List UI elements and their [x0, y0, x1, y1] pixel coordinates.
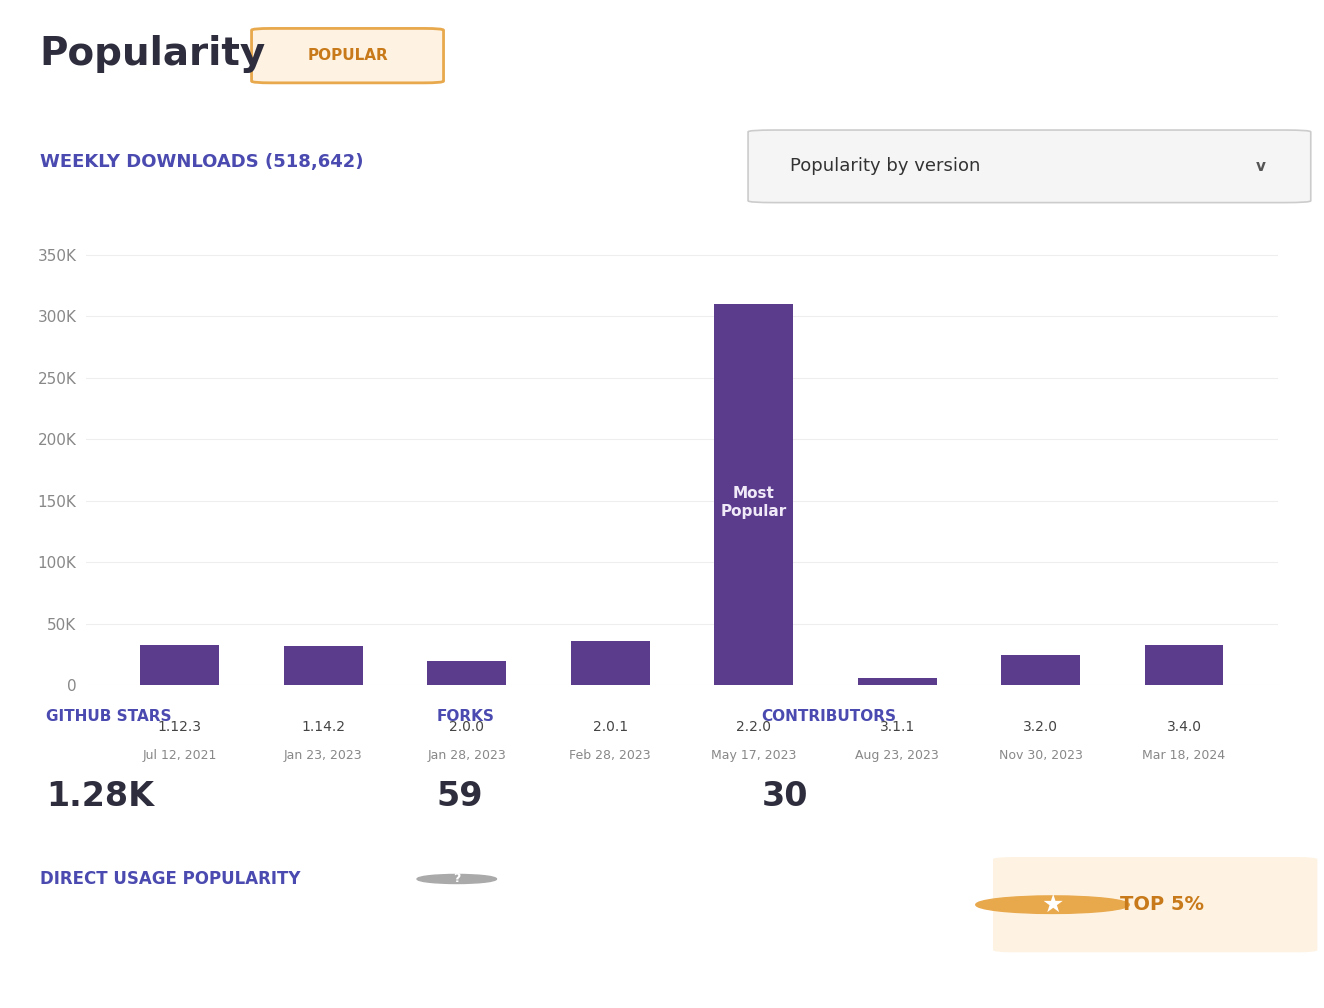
Text: Jan 23, 2023: Jan 23, 2023 [283, 749, 363, 762]
Bar [714, 304, 793, 685]
Text: Most
Popular: Most Popular [720, 486, 786, 518]
Text: Feb 28, 2023: Feb 28, 2023 [569, 749, 651, 762]
Bar [283, 646, 363, 685]
Text: Jan 28, 2023: Jan 28, 2023 [428, 749, 506, 762]
Text: WEEKLY DOWNLOADS (518,642): WEEKLY DOWNLOADS (518,642) [40, 153, 363, 170]
Bar [428, 661, 506, 685]
Text: 2.0.0: 2.0.0 [449, 720, 485, 734]
Text: Aug 23, 2023: Aug 23, 2023 [855, 749, 939, 762]
Text: 3.1.1: 3.1.1 [879, 720, 915, 734]
Text: 3.4.0: 3.4.0 [1166, 720, 1202, 734]
Text: Jul 12, 2021: Jul 12, 2021 [143, 749, 217, 762]
FancyBboxPatch shape [993, 857, 1317, 953]
Text: 59: 59 [437, 780, 483, 812]
Circle shape [417, 874, 496, 883]
Text: Nov 30, 2023: Nov 30, 2023 [998, 749, 1083, 762]
Text: 1.28K: 1.28K [46, 780, 155, 812]
Bar [571, 641, 650, 685]
FancyBboxPatch shape [252, 28, 444, 83]
Text: 2.2.0: 2.2.0 [736, 720, 771, 734]
Text: 30: 30 [761, 780, 808, 812]
Text: 3.2.0: 3.2.0 [1023, 720, 1058, 734]
Text: Popularity: Popularity [40, 35, 266, 74]
Text: ★: ★ [1042, 893, 1063, 916]
FancyBboxPatch shape [748, 130, 1311, 203]
Text: DIRECT USAGE POPULARITY: DIRECT USAGE POPULARITY [40, 870, 301, 888]
Text: 1.14.2: 1.14.2 [301, 720, 346, 734]
Text: GITHUB STARS: GITHUB STARS [46, 709, 172, 724]
Text: 1.12.3: 1.12.3 [158, 720, 201, 734]
Bar [140, 645, 220, 685]
Text: May 17, 2023: May 17, 2023 [711, 749, 796, 762]
Text: CONTRIBUTORS: CONTRIBUTORS [761, 709, 896, 724]
Text: ?: ? [453, 873, 461, 885]
Text: Mar 18, 2024: Mar 18, 2024 [1143, 749, 1226, 762]
Text: FORKS: FORKS [437, 709, 495, 724]
Bar [1001, 654, 1080, 685]
Bar [858, 678, 936, 685]
Text: Popularity by version: Popularity by version [790, 157, 981, 175]
Text: POPULAR: POPULAR [307, 48, 388, 64]
Bar [1144, 645, 1223, 685]
Circle shape [976, 896, 1129, 913]
Text: TOP 5%: TOP 5% [1120, 895, 1205, 914]
Text: 2.0.1: 2.0.1 [593, 720, 628, 734]
Text: v: v [1255, 159, 1266, 173]
